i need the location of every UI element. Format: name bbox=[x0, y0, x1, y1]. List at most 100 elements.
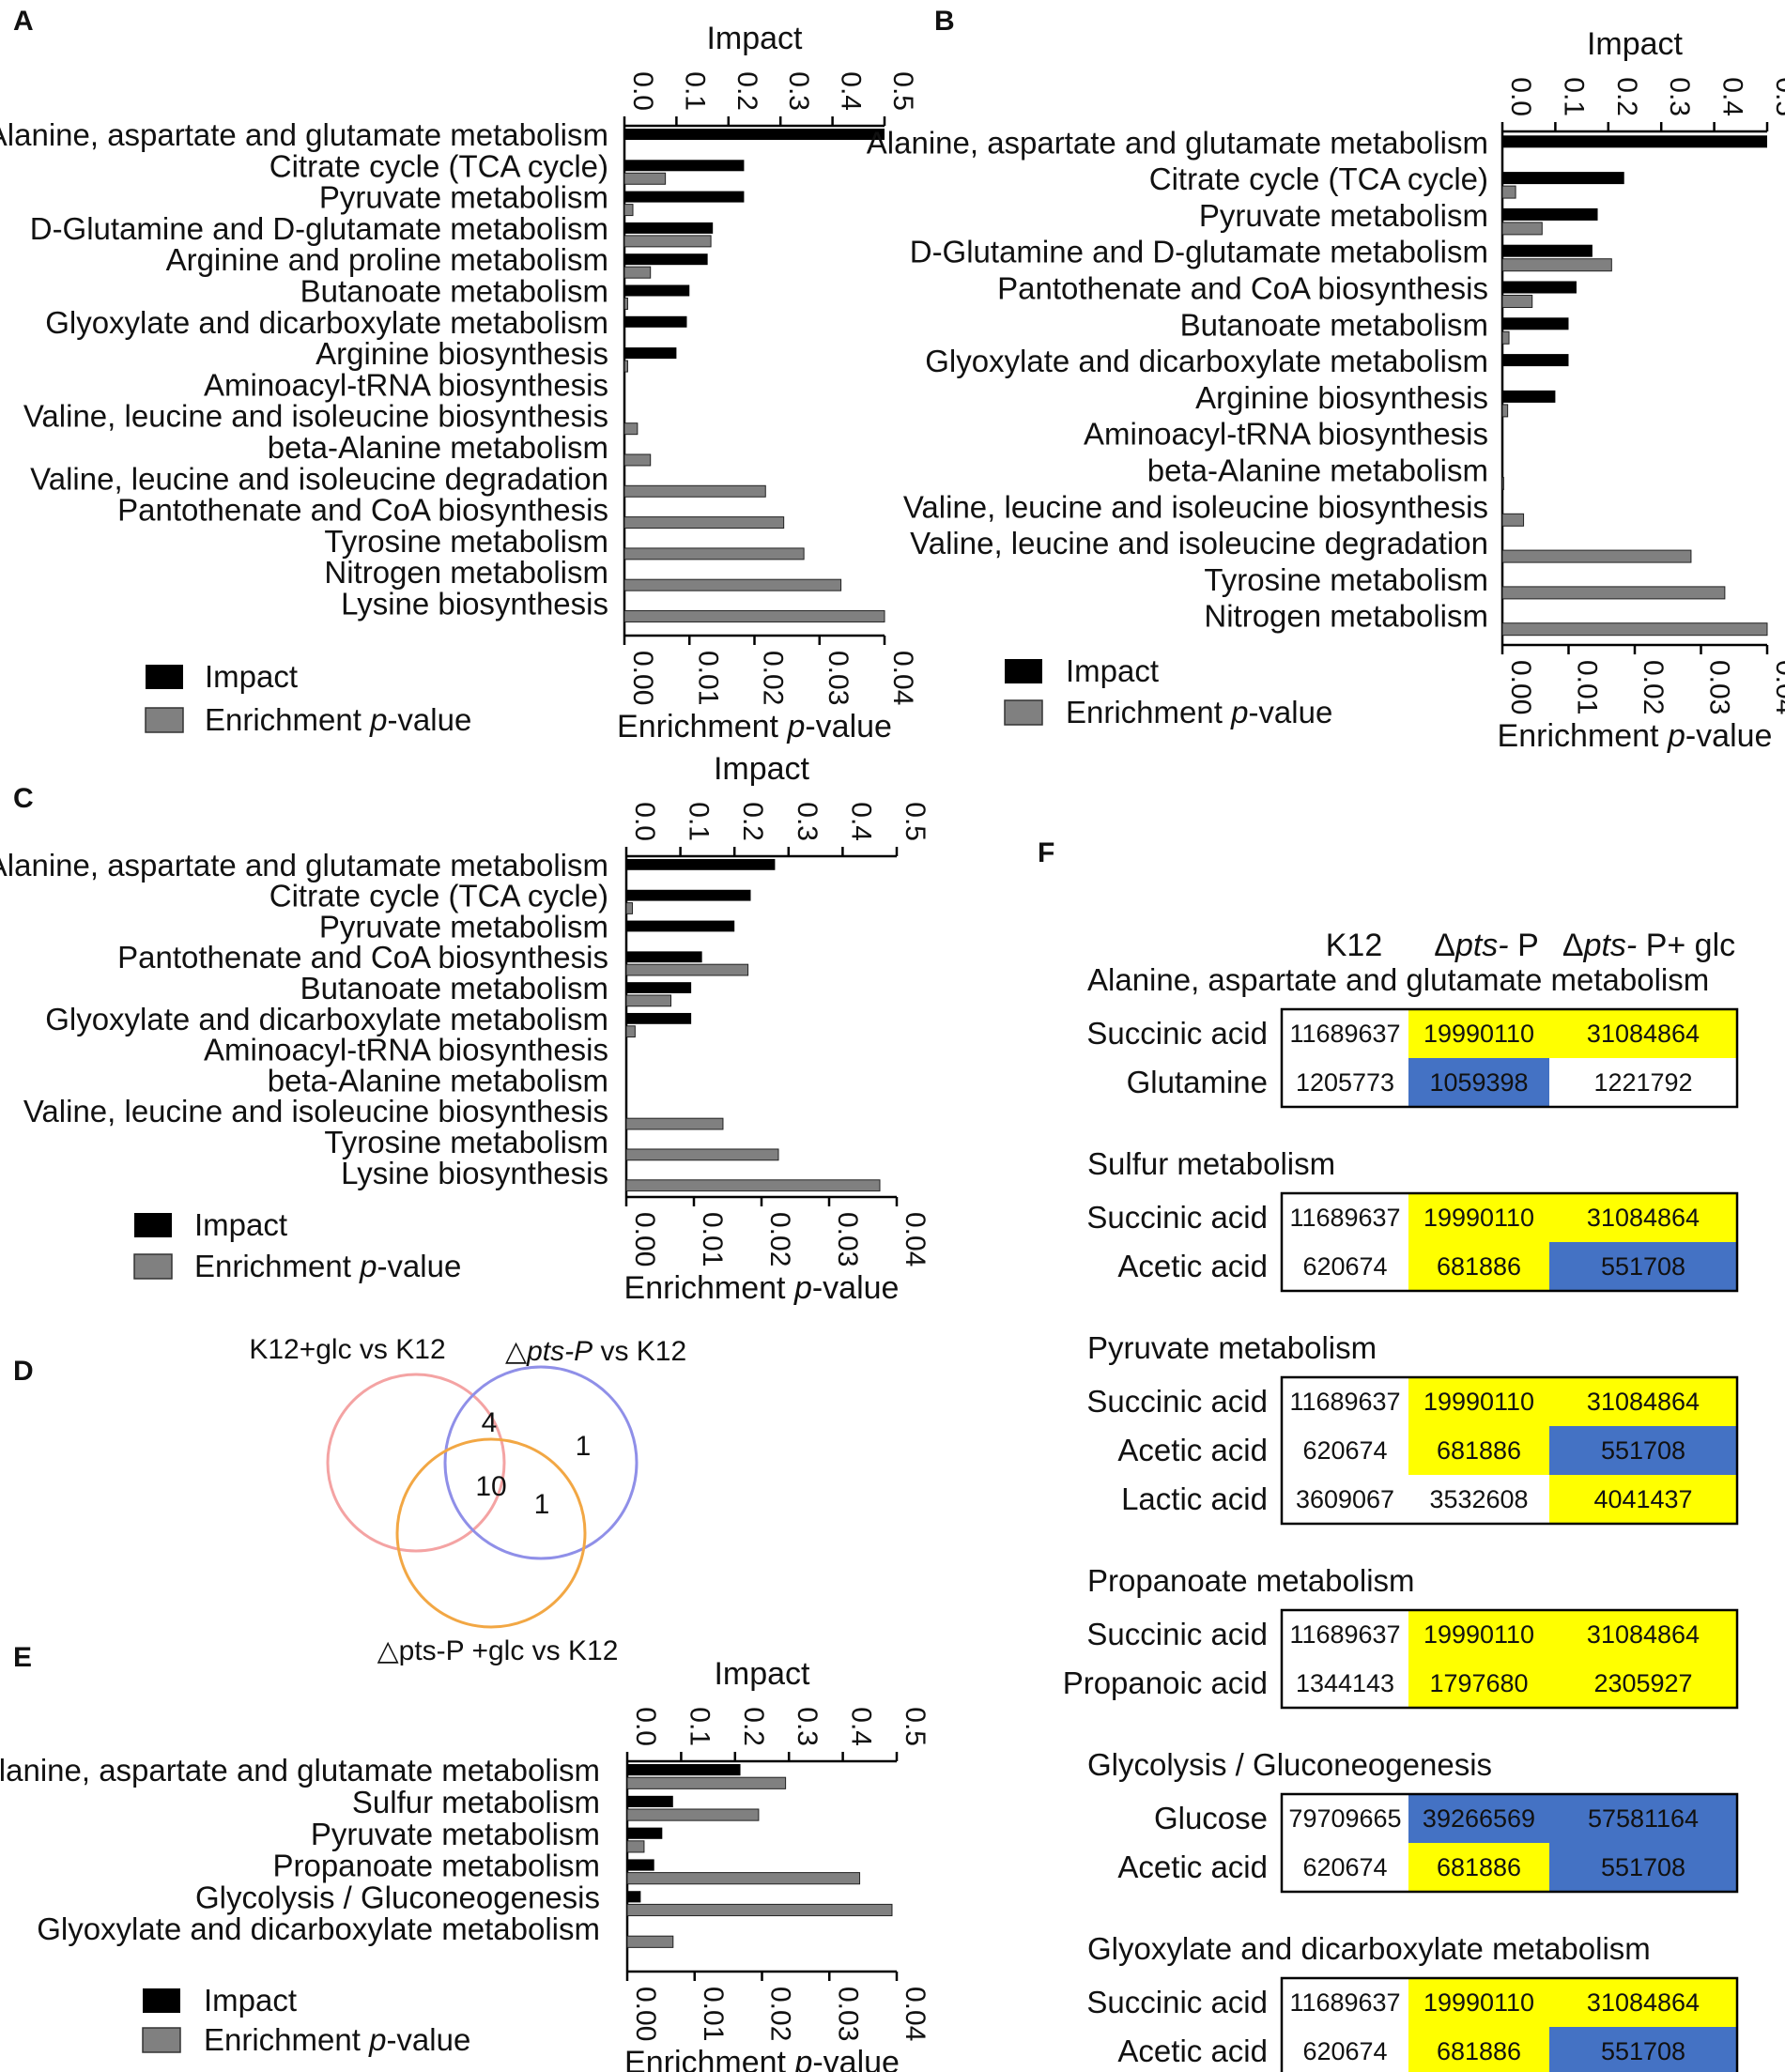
top-tick-label: 0.1 bbox=[684, 1707, 715, 1746]
cell-value: 4041437 bbox=[1593, 1485, 1692, 1513]
cell-value: 1205773 bbox=[1296, 1068, 1394, 1097]
legend-impact-swatch bbox=[143, 1988, 180, 2013]
cell-value: 31084864 bbox=[1587, 1988, 1700, 2017]
row-label-succinic-acid: Succinic acid bbox=[1086, 1985, 1268, 2019]
section-border bbox=[1280, 1792, 1739, 1894]
bar-enrichment-valine-leucine-and-isoleucine-biosynthesis bbox=[1501, 513, 1525, 527]
bar-impact-butanoate-metabolism bbox=[624, 284, 690, 297]
cell-value: 681886 bbox=[1437, 2037, 1521, 2065]
table-body: Alanine, aspartate and glutamate metabol… bbox=[1063, 962, 1739, 2072]
cell-value: 19990110 bbox=[1423, 1388, 1534, 1416]
section-border bbox=[1280, 1976, 1739, 2072]
cell-value: 620674 bbox=[1302, 1252, 1387, 1281]
bar-impact-pyruvate-metabolism bbox=[1502, 207, 1598, 221]
bottom-tick-label: 0.02 bbox=[765, 1987, 796, 2041]
top-tick-label: 0.5 bbox=[900, 1707, 931, 1746]
bar-impact-pyruvate-metabolism bbox=[627, 1827, 663, 1839]
category-label-citrate-cycle-tca-cycle: Citrate cycle (TCA cycle) bbox=[269, 879, 608, 913]
cell-shade-blue bbox=[1408, 1058, 1549, 1107]
cell-value: 11689637 bbox=[1289, 1020, 1400, 1048]
bar-impact-pyruvate-metabolism bbox=[624, 191, 745, 203]
row-label-succinic-acid: Succinic acid bbox=[1086, 1200, 1268, 1235]
category-label-arginine-and-proline-metabolism: Arginine and proline metabolism bbox=[166, 242, 608, 277]
category-label-valine-leucine-and-isoleucine-biosynthesis: Valine, leucine and isoleucine biosynthe… bbox=[903, 489, 1488, 524]
legend-impact-swatch bbox=[1005, 659, 1042, 683]
legend-enrich-label: Enrichment p-value bbox=[205, 702, 471, 737]
top-tick-label: 0.5 bbox=[1770, 77, 1785, 116]
category-label-valine-leucine-and-isoleucine-biosynthesis: Valine, leucine and isoleucine biosynthe… bbox=[23, 1094, 608, 1128]
top-axis-title: Impact bbox=[706, 21, 803, 56]
bar-enrichment-tyrosine-metabolism bbox=[1501, 586, 1726, 600]
bar-enrichment-lysine-biosynthesis bbox=[623, 609, 885, 622]
bar-impact-alanine-aspartate-and-glutamate-metabolism bbox=[626, 858, 776, 870]
legend-impact-label: Impact bbox=[1066, 653, 1159, 688]
panel-label-d: D bbox=[13, 1356, 34, 1387]
category-label-alanine-aspartate-and-glutamate-metabolism: Alanine, aspartate and glutamate metabol… bbox=[0, 1753, 600, 1788]
category-label-pyruvate-metabolism: Pyruvate metabolism bbox=[311, 1817, 600, 1851]
top-tick-label: 0.3 bbox=[1664, 77, 1695, 116]
cell-value: 620674 bbox=[1302, 1436, 1387, 1465]
top-axis-title: Impact bbox=[714, 751, 810, 787]
category-label-alanine-aspartate-and-glutamate-metabolism: Alanine, aspartate and glutamate metabol… bbox=[867, 125, 1488, 160]
cell-value: 11689637 bbox=[1289, 1388, 1400, 1416]
category-label-valine-leucine-and-isoleucine-biosynthesis: Valine, leucine and isoleucine biosynthe… bbox=[23, 399, 608, 434]
row-label-succinic-acid: Succinic acid bbox=[1086, 1016, 1268, 1051]
cell-shade-yellow bbox=[1408, 1193, 1549, 1242]
top-tick-label: 0.3 bbox=[792, 1707, 823, 1746]
bar-enrichment-sulfur-metabolism bbox=[626, 1808, 760, 1821]
cell-value: 681886 bbox=[1437, 1853, 1521, 1881]
bar-enrichment-valine-leucine-and-isoleucine-biosynthesis bbox=[625, 1117, 724, 1130]
cell-shade-yellow bbox=[1408, 1242, 1549, 1291]
section-title: Sulfur metabolism bbox=[1087, 1146, 1335, 1181]
legend-b: Impact Enrichment p-value bbox=[1004, 653, 1332, 729]
category-label-aminoacyl-trna-biosynthesis: Aminoacyl-tRNA biosynthesis bbox=[204, 367, 608, 402]
bar-enrichment-glyoxylate-and-dicarboxylate-metabolism bbox=[625, 1025, 636, 1038]
bar-enrichment-nitrogen-metabolism bbox=[1501, 622, 1768, 637]
bottom-tick-label: 0.04 bbox=[900, 1212, 931, 1266]
category-label-d-glutamine-and-d-glutamate-metabolism: D-Glutamine and D-glutamate metabolism bbox=[30, 211, 608, 246]
chart-a: 0.0 0.1 0.2 0.3 0.4 0.5 Impact 0.00 0.01 0.02 0.03… bbox=[0, 21, 918, 744]
row-label-acetic-acid: Acetic acid bbox=[1117, 2034, 1268, 2068]
cell-value: 79709665 bbox=[1288, 1804, 1401, 1833]
bottom-tick-label: 0.02 bbox=[1638, 660, 1669, 714]
bar-impact-alanine-aspartate-and-glutamate-metabolism bbox=[627, 1764, 741, 1776]
column-header-k12: K12 bbox=[1326, 928, 1383, 963]
bottom-axis-title: Enrichment p-value bbox=[617, 709, 892, 744]
bar-enrichment-pantothenate-and-coa-biosynthesis bbox=[1501, 294, 1533, 308]
category-label-lysine-biosynthesis: Lysine biosynthesis bbox=[341, 1156, 608, 1190]
section-title: Pyruvate metabolism bbox=[1087, 1330, 1377, 1365]
cell-value: 3609067 bbox=[1296, 1485, 1394, 1513]
legend-enrich-swatch bbox=[142, 2027, 181, 2053]
venn-circle-pts-p bbox=[443, 1365, 639, 1560]
section-sulfur-metabolism: Sulfur metabolism Succinic acid 11689637 19… bbox=[1086, 1146, 1739, 1293]
category-label-alanine-aspartate-and-glutamate-metabolism: Alanine, aspartate and glutamate metabol… bbox=[0, 848, 608, 883]
cell-shade-blue bbox=[1549, 1843, 1737, 1892]
category-label-citrate-cycle-tca-cycle: Citrate cycle (TCA cycle) bbox=[1149, 161, 1488, 196]
top-tick-label: 0.0 bbox=[627, 71, 658, 111]
bottom-tick-label: 0.00 bbox=[1505, 660, 1536, 714]
cell-shade-yellow bbox=[1549, 1610, 1737, 1659]
bar-enrichment-glycolysis-gluconeogenesis bbox=[626, 1903, 893, 1917]
chart-b: 0.0 0.1 0.2 0.3 0.4 0.5 Impact 0.00 0.01 0.02 0.03… bbox=[867, 26, 1785, 754]
legend-a: Impact Enrichment p-value bbox=[145, 659, 471, 737]
cell-shade-yellow bbox=[1408, 1610, 1549, 1659]
cell-shade-yellow bbox=[1549, 1659, 1737, 1708]
panel-label-f: F bbox=[1038, 837, 1054, 868]
category-label-citrate-cycle-tca-cycle: Citrate cycle (TCA cycle) bbox=[269, 148, 608, 183]
cell-shade-yellow bbox=[1549, 1377, 1737, 1426]
cell-shade-yellow bbox=[1408, 1377, 1549, 1426]
row-label-acetic-acid: Acetic acid bbox=[1117, 1249, 1268, 1283]
top-tick-label: 0.3 bbox=[783, 71, 814, 111]
cell-value: 11689637 bbox=[1289, 1204, 1400, 1232]
category-label-d-glutamine-and-d-glutamate-metabolism: D-Glutamine and D-glutamate metabolism bbox=[910, 235, 1488, 269]
metabolite-table: K12 Δpts- P Δpts- P+ glc Alanine, aspart… bbox=[1063, 928, 1739, 2072]
bottom-tick-label: 0.03 bbox=[832, 1212, 863, 1266]
cell-shade-blue bbox=[1549, 1426, 1737, 1475]
category-label-pyruvate-metabolism: Pyruvate metabolism bbox=[319, 180, 608, 215]
section-alanine-aspartate-and-glutamate-metabolism: Alanine, aspartate and glutamate metabol… bbox=[1086, 962, 1739, 1109]
bar-enrichment-arginine-and-proline-metabolism bbox=[623, 266, 652, 279]
cell-shade-blue bbox=[1408, 1794, 1549, 1843]
top-tick-label: 0.2 bbox=[738, 1707, 769, 1746]
top-axis-title: Impact bbox=[1587, 26, 1684, 62]
